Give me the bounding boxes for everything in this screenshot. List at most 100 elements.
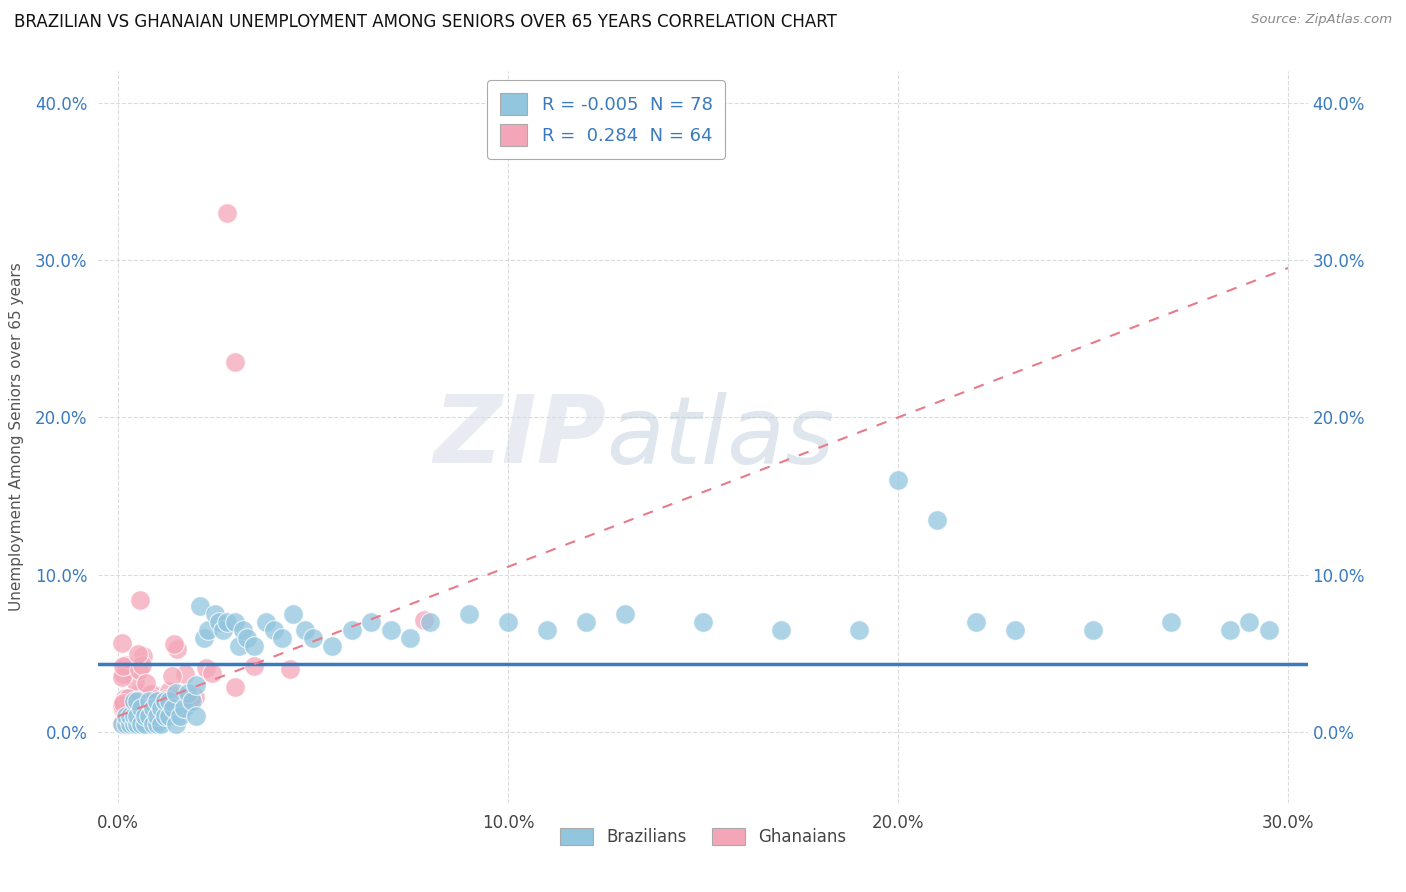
- Point: [157, 693, 180, 707]
- Point: [242, 659, 264, 673]
- Point: [129, 713, 152, 727]
- Legend: Brazilians, Ghanaians: Brazilians, Ghanaians: [553, 822, 853, 853]
- Point: [138, 709, 160, 723]
- Point: [142, 701, 165, 715]
- Point: [224, 355, 246, 369]
- Text: BRAZILIAN VS GHANAIAN UNEMPLOYMENT AMONG SENIORS OVER 65 YEARS CORRELATION CHART: BRAZILIAN VS GHANAIAN UNEMPLOYMENT AMONG…: [14, 13, 837, 31]
- Point: [124, 702, 146, 716]
- Point: [115, 657, 138, 672]
- Text: ZIP: ZIP: [433, 391, 606, 483]
- Point: [115, 703, 138, 717]
- Point: [111, 635, 134, 649]
- Point: [1004, 623, 1026, 637]
- Point: [176, 695, 198, 709]
- Point: [160, 669, 183, 683]
- Point: [184, 678, 207, 692]
- Point: [165, 717, 187, 731]
- Point: [143, 706, 166, 721]
- Y-axis label: Unemployment Among Seniors over 65 years: Unemployment Among Seniors over 65 years: [8, 263, 24, 611]
- Point: [321, 639, 343, 653]
- Point: [1257, 623, 1279, 637]
- Point: [169, 709, 191, 723]
- Point: [136, 706, 159, 720]
- Point: [152, 700, 174, 714]
- Point: [614, 607, 637, 621]
- Point: [536, 623, 558, 637]
- Point: [134, 709, 156, 723]
- Point: [111, 698, 134, 712]
- Point: [131, 702, 153, 716]
- Point: [965, 615, 987, 629]
- Point: [122, 709, 145, 723]
- Point: [118, 698, 141, 712]
- Text: atlas: atlas: [606, 392, 835, 483]
- Point: [360, 615, 382, 629]
- Point: [111, 702, 134, 716]
- Point: [114, 717, 136, 731]
- Point: [925, 513, 948, 527]
- Point: [149, 717, 172, 731]
- Point: [122, 702, 145, 716]
- Point: [128, 686, 150, 700]
- Point: [243, 639, 266, 653]
- Point: [128, 693, 150, 707]
- Point: [127, 709, 149, 723]
- Point: [143, 692, 166, 706]
- Point: [254, 615, 277, 629]
- Point: [114, 691, 136, 706]
- Point: [201, 666, 224, 681]
- Point: [127, 717, 149, 731]
- Point: [124, 673, 146, 688]
- Point: [127, 647, 149, 661]
- Point: [162, 637, 184, 651]
- Point: [155, 691, 177, 706]
- Point: [184, 690, 207, 704]
- Point: [173, 666, 195, 681]
- Point: [769, 623, 792, 637]
- Point: [208, 615, 231, 629]
- Point: [122, 717, 145, 731]
- Point: [1160, 615, 1182, 629]
- Point: [122, 693, 145, 707]
- Point: [380, 623, 402, 637]
- Point: [112, 666, 135, 681]
- Point: [153, 709, 176, 723]
- Point: [121, 715, 143, 730]
- Point: [141, 688, 163, 702]
- Point: [181, 693, 204, 707]
- Point: [419, 615, 441, 629]
- Point: [224, 680, 246, 694]
- Point: [217, 206, 239, 220]
- Point: [188, 599, 211, 614]
- Point: [132, 648, 155, 663]
- Point: [135, 676, 157, 690]
- Point: [114, 718, 136, 732]
- Point: [412, 614, 434, 628]
- Point: [263, 623, 285, 637]
- Point: [458, 607, 481, 621]
- Point: [118, 717, 141, 731]
- Point: [131, 658, 153, 673]
- Point: [134, 700, 156, 714]
- Point: [193, 631, 215, 645]
- Point: [496, 615, 519, 629]
- Point: [134, 717, 156, 731]
- Point: [887, 473, 910, 487]
- Point: [124, 700, 146, 714]
- Point: [146, 693, 169, 707]
- Point: [127, 693, 149, 707]
- Point: [120, 710, 142, 724]
- Point: [125, 697, 148, 711]
- Point: [195, 661, 218, 675]
- Point: [1081, 623, 1104, 637]
- Point: [138, 693, 160, 707]
- Point: [278, 662, 301, 676]
- Point: [166, 642, 188, 657]
- Point: [111, 697, 134, 711]
- Point: [270, 631, 292, 645]
- Point: [212, 623, 235, 637]
- Point: [128, 593, 150, 607]
- Point: [111, 670, 134, 684]
- Point: [232, 623, 254, 637]
- Point: [111, 697, 134, 711]
